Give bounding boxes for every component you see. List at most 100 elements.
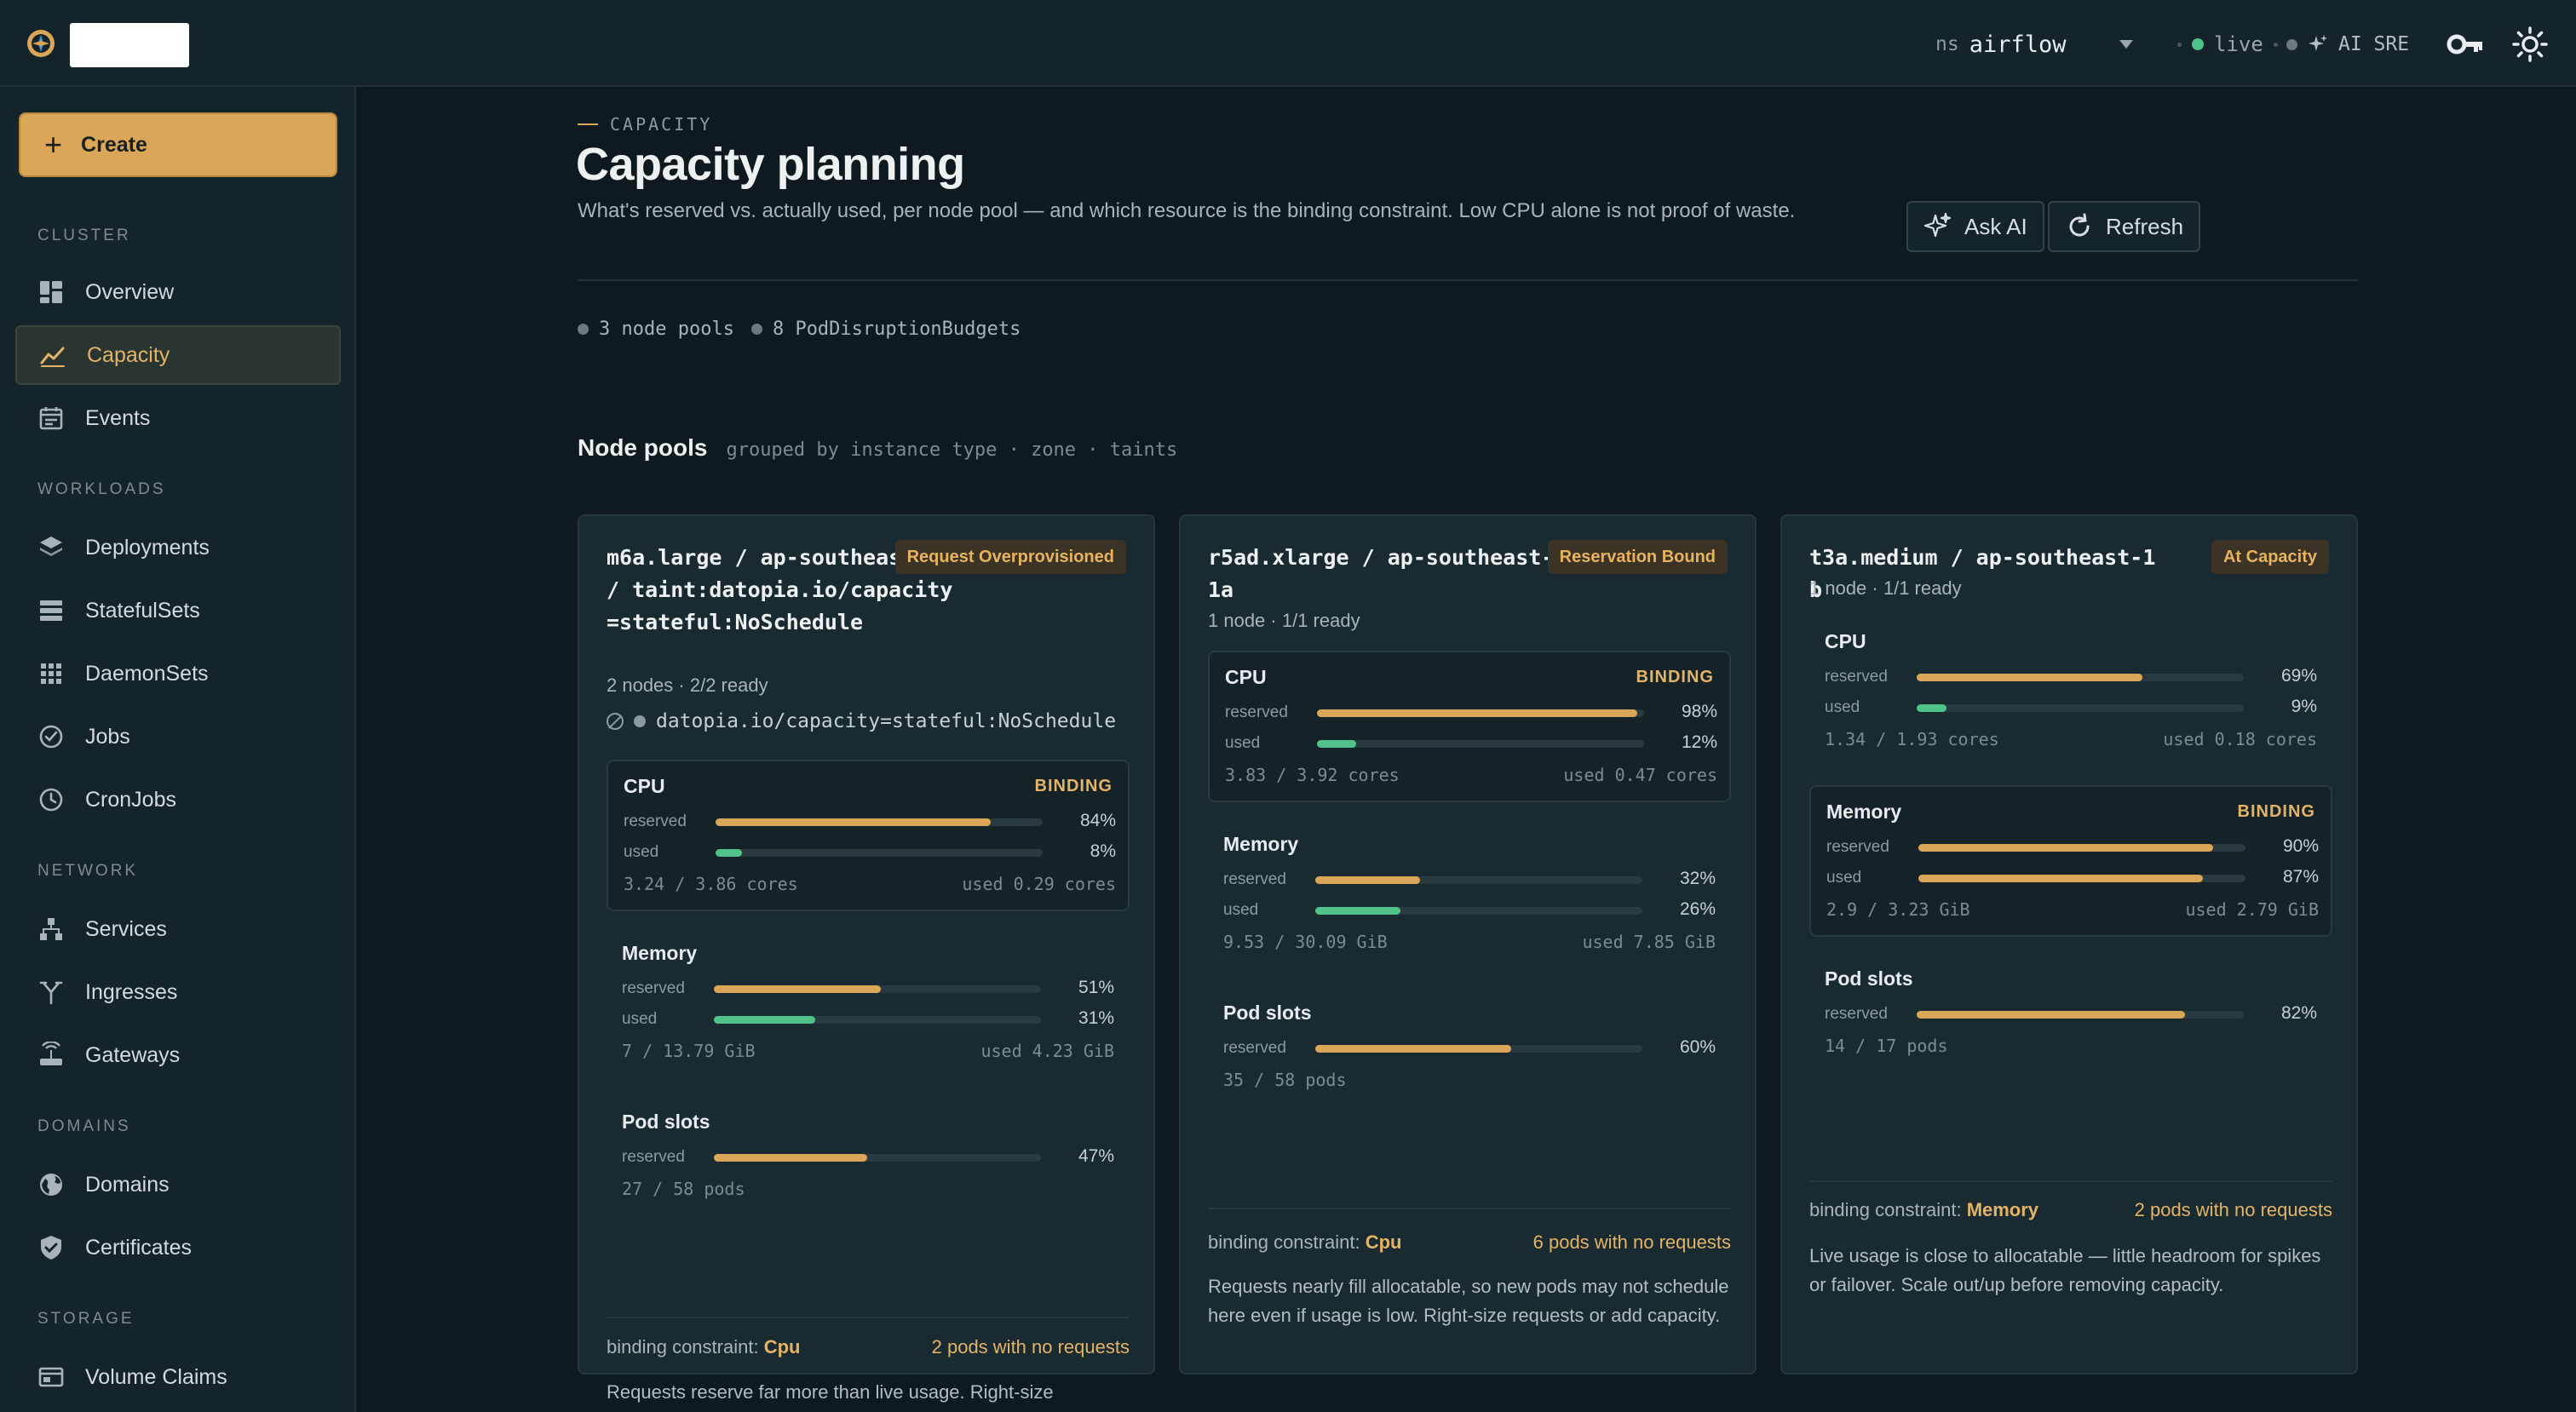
- bar-fill: [1317, 709, 1638, 717]
- sidebar-item-overview[interactable]: Overview: [15, 262, 341, 322]
- plus-icon: +: [44, 127, 63, 162]
- bar-track: [1315, 907, 1642, 915]
- clock-icon: [39, 788, 63, 812]
- bar-fill: [1917, 704, 1946, 712]
- sparkle-icon: [1923, 212, 1952, 238]
- chevron-down-icon[interactable]: [2116, 36, 2136, 53]
- brand-logo[interactable]: [70, 23, 189, 67]
- sidebar-item-deployments[interactable]: Deployments: [15, 518, 341, 577]
- section-title-workloads: WORKLOADS: [37, 480, 166, 498]
- sidebar-item-jobs[interactable]: Jobs: [15, 707, 341, 766]
- sidebar-item-services[interactable]: Services: [15, 899, 341, 959]
- memory-resource: Memory BINDING reserved 90% used 87% 2.9…: [1809, 785, 2332, 937]
- resource-footer: 9.53 / 30.09 GiB used 7.85 GiB: [1223, 932, 1716, 952]
- ai-sre-status-dot: [2286, 38, 2297, 50]
- resource-total: 1.34 / 1.93 cores: [1825, 729, 1999, 749]
- bar-fill: [714, 1016, 816, 1024]
- refresh-button[interactable]: Refresh: [2048, 201, 2201, 252]
- sidebar-item-daemonsets[interactable]: DaemonSets: [15, 644, 341, 703]
- sidebar-item-label: Gateways: [85, 1042, 181, 1067]
- stat-dot: [750, 324, 762, 335]
- bar-fill: [1917, 674, 2142, 681]
- pod-slots-resource: Pod slots reserved 47% 27 / 58 pods: [607, 1097, 1130, 1216]
- bar-fill: [714, 1154, 868, 1162]
- main-content: CAPACITY Capacity planning What's reserv…: [358, 87, 2576, 1412]
- pool-node-count: 2 nodes · 2/2 ready: [607, 674, 768, 696]
- bar-fill: [1917, 1011, 2185, 1019]
- bar-track: [1917, 704, 2244, 712]
- memory-resource: Memory reserved 32% used 26% 9.53 / 30.0…: [1208, 819, 1731, 971]
- summary-pdbs: 8 PodDisruptionBudgets: [772, 319, 1021, 340]
- sidebar-item-label: CronJobs: [85, 787, 176, 812]
- compass-logo-icon[interactable]: [26, 28, 56, 59]
- node-pool-card: r5ad.xlarge / ap-southeast-1a Reservatio…: [1179, 514, 1757, 1375]
- sidebar-item-cronjobs[interactable]: CronJobs: [15, 770, 341, 829]
- pool-node-count: 1 node · 1/1 ready: [1809, 577, 1962, 599]
- namespace-value: airflow: [1969, 31, 2067, 58]
- bar-percent: 47%: [1078, 1146, 1114, 1166]
- reserved-bar: reserved 84%: [624, 811, 1116, 833]
- taint-dot: [634, 715, 646, 727]
- ask-ai-button[interactable]: Ask AI: [1906, 201, 2044, 252]
- card-divider: [1208, 1208, 1731, 1209]
- theme-toggle-sun-icon[interactable]: [2511, 26, 2549, 63]
- fork-icon: [39, 981, 63, 1005]
- header-divider: [578, 279, 2358, 281]
- bar-track: [1315, 876, 1642, 884]
- pool-title: r5ad.xlarge / ap-southeast-1a: [1208, 545, 1555, 602]
- reserved-bar: reserved 32%: [1223, 869, 1716, 891]
- bar-fill: [1317, 740, 1357, 748]
- resource-total: 2.9 / 3.23 GiB: [1826, 899, 1970, 920]
- sidebar-item-label: Events: [85, 405, 151, 430]
- namespace-selector[interactable]: ns airflow: [1935, 29, 2067, 60]
- key-icon[interactable]: [2447, 29, 2484, 60]
- sidebar-item-capacity[interactable]: Capacity: [15, 325, 341, 385]
- bar-fill: [716, 818, 991, 826]
- ai-sre-label: AI SRE: [2338, 33, 2410, 55]
- bar-fill: [1315, 876, 1420, 884]
- bar-track: [1917, 1011, 2244, 1019]
- pool-node-count: 1 node · 1/1 ready: [1208, 610, 1360, 631]
- grid-icon: [41, 663, 61, 684]
- sidebar-item-volume-claims[interactable]: Volume Claims: [15, 1347, 341, 1407]
- resource-name: CPU: [1825, 630, 1866, 652]
- bar-percent: 9%: [2291, 697, 2317, 716]
- bar-percent: 32%: [1679, 869, 1716, 888]
- sidebar-item-gateways[interactable]: Gateways: [15, 1025, 341, 1085]
- pool-taint: datopia.io/capacity=stateful:NoSchedule: [607, 710, 1116, 732]
- node-pools-header: Node pools grouped by instance type · zo…: [578, 434, 1177, 462]
- layers-icon: [40, 537, 62, 556]
- sidebar: + Create CLUSTER Overview Capacity Event…: [0, 87, 356, 1412]
- summary-node-pools: 3 node pools: [599, 319, 734, 340]
- sidebar-item-label: Jobs: [85, 724, 130, 749]
- ai-sre-button[interactable]: AI SRE: [2286, 29, 2409, 60]
- pod-slots-resource: Pod slots reserved 82% 14 / 17 pods: [1809, 954, 2332, 1073]
- used-bar: used 8%: [624, 841, 1116, 864]
- resource-name: Memory: [1826, 801, 1902, 823]
- sidebar-item-statefulsets[interactable]: StatefulSets: [15, 581, 341, 640]
- node-pools-subtitle: grouped by instance type · zone · taints: [726, 439, 1178, 461]
- section-title-storage: STORAGE: [37, 1310, 135, 1328]
- no-requests-link[interactable]: 6 pods with no requests: [1532, 1231, 1731, 1253]
- create-button[interactable]: + Create: [19, 112, 337, 177]
- sidebar-item-domains[interactable]: Domains: [15, 1155, 341, 1214]
- bar-label: reserved: [1223, 870, 1286, 888]
- no-requests-link[interactable]: 2 pods with no requests: [931, 1336, 1130, 1357]
- cpu-resource: CPU BINDING reserved 84% used 8% 3.24 / …: [607, 760, 1130, 911]
- sidebar-item-label: Services: [85, 916, 167, 941]
- bar-percent: 26%: [1679, 899, 1716, 919]
- constraint-label: binding constraint:: [607, 1336, 759, 1357]
- bar-percent: 84%: [1079, 811, 1116, 830]
- resource-total: 3.24 / 3.86 cores: [624, 874, 798, 894]
- no-requests-link[interactable]: 2 pods with no requests: [2134, 1199, 2332, 1220]
- sidebar-item-ingresses[interactable]: Ingresses: [15, 962, 341, 1022]
- bar-label: used: [1826, 869, 1862, 887]
- bar-track: [714, 1154, 1041, 1162]
- bar-fill: [1315, 1045, 1512, 1053]
- sidebar-item-label: Capacity: [87, 342, 170, 367]
- section-title-cluster: CLUSTER: [37, 227, 131, 244]
- ask-ai-label: Ask AI: [1964, 213, 2027, 239]
- sidebar-item-certificates[interactable]: Certificates: [15, 1218, 341, 1277]
- resource-total: 9.53 / 30.09 GiB: [1223, 932, 1388, 952]
- sidebar-item-events[interactable]: Events: [15, 388, 341, 448]
